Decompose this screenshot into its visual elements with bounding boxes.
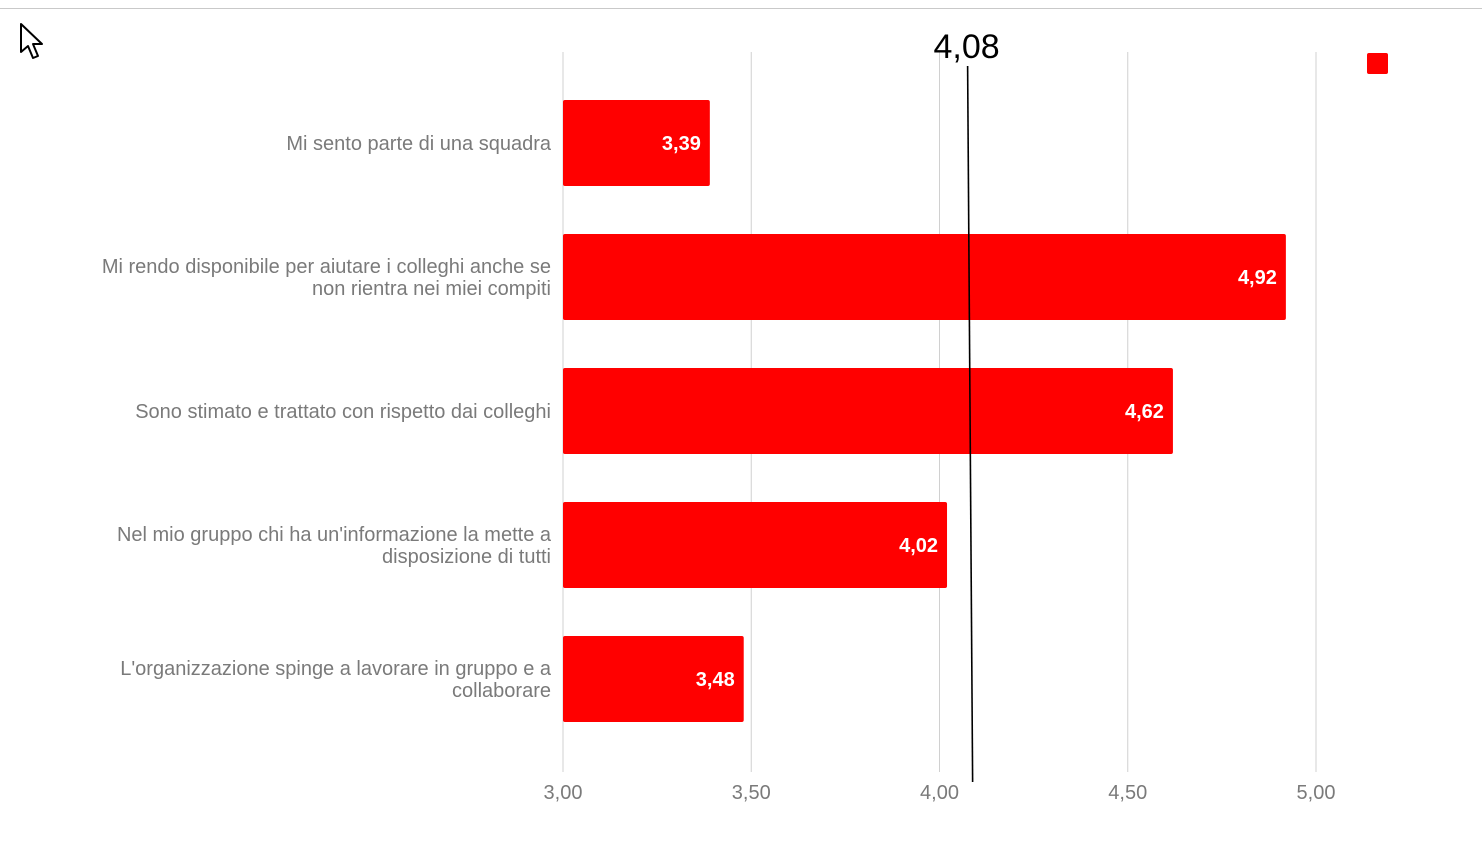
bar[interactable] [563, 636, 744, 722]
category-label: non rientra nei miei compiti [312, 278, 551, 300]
bar-value-label: 4,02 [899, 535, 938, 557]
x-tick-label: 4,00 [920, 782, 959, 804]
x-tick-label: 4,50 [1108, 782, 1147, 804]
x-tick-label: 3,00 [544, 782, 583, 804]
reference-value-label: 4,08 [934, 28, 1000, 66]
mouse-pointer-icon [20, 23, 43, 59]
bar-value-label: 4,62 [1125, 401, 1164, 423]
category-label: collaborare [452, 680, 551, 702]
top-divider [0, 8, 1482, 9]
bar-value-label: 3,39 [662, 133, 701, 155]
bar[interactable] [563, 234, 1286, 320]
bar-value-label: 4,92 [1238, 267, 1277, 289]
category-label: Mi sento parte di una squadra [286, 133, 551, 155]
legend-swatch[interactable] [1367, 53, 1388, 74]
reference-line [966, 65, 974, 783]
x-tick-label: 5,00 [1297, 782, 1336, 804]
bar[interactable] [563, 100, 710, 186]
bar[interactable] [563, 368, 1173, 454]
x-tick-label: 3,50 [732, 782, 771, 804]
category-label: Mi rendo disponibile per aiutare i colle… [102, 256, 551, 278]
bar[interactable] [563, 502, 948, 588]
bar-value-label: 3,48 [696, 669, 735, 691]
category-label: Sono stimato e trattato con rispetto dai… [135, 401, 551, 423]
category-label: L'organizzazione spinge a lavorare in gr… [120, 658, 552, 680]
category-label: disposizione di tutti [382, 546, 551, 568]
category-label: Nel mio gruppo chi ha un'informazione la… [117, 524, 552, 546]
